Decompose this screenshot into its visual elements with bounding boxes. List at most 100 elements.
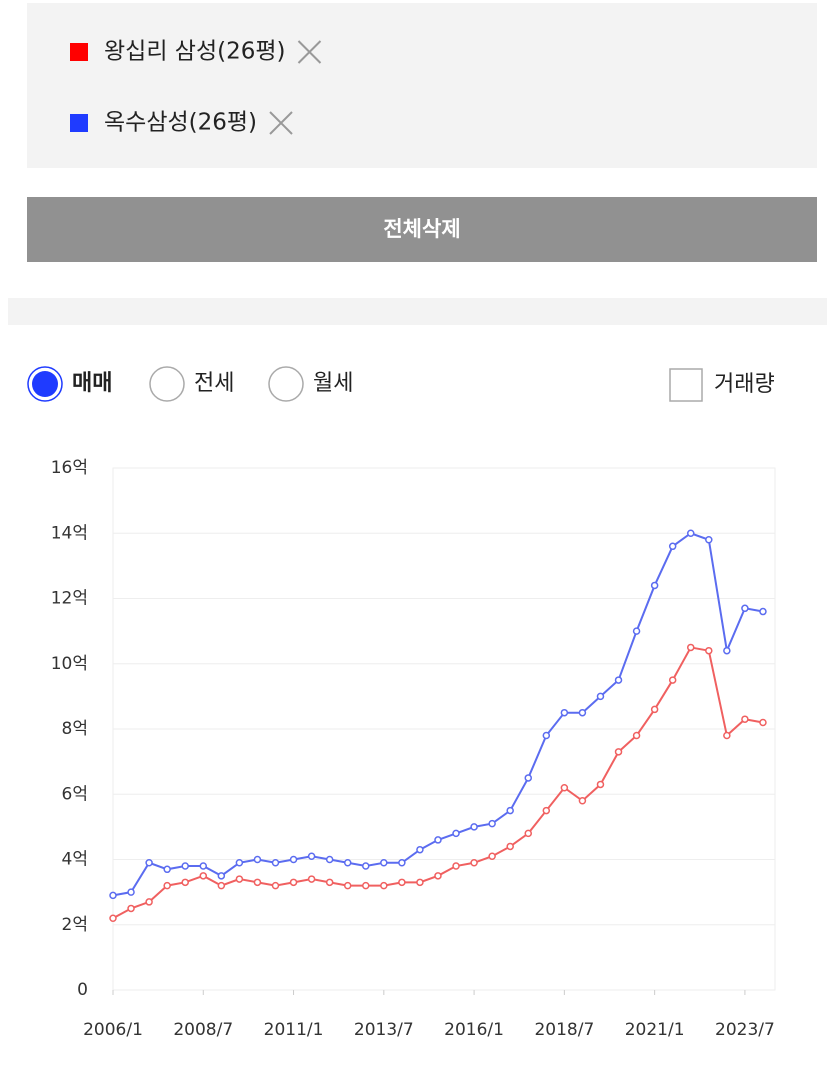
y-tick-label: 14억 xyxy=(51,523,88,543)
point-marker xyxy=(452,829,460,838)
point-marker xyxy=(271,859,280,867)
point-marker xyxy=(741,604,749,613)
y-tick-label: 2억 xyxy=(62,915,88,935)
y-tick-label: 16억 xyxy=(51,458,88,478)
y-tick-label: 4억 xyxy=(62,850,88,870)
delete-all-button[interactable] xyxy=(27,197,817,262)
point-marker xyxy=(199,872,208,880)
trade-type-options: 매매 전세 월세 xyxy=(27,366,353,402)
point-marker xyxy=(668,676,677,684)
point-marker xyxy=(325,855,334,864)
point-marker xyxy=(578,797,587,805)
point-marker xyxy=(181,878,189,887)
point-marker xyxy=(163,881,171,890)
point-marker xyxy=(271,881,280,890)
point-marker xyxy=(705,646,713,655)
point-marker xyxy=(506,806,514,815)
radio-label: 매매 xyxy=(72,371,112,396)
point-marker xyxy=(398,878,406,887)
point-marker xyxy=(380,881,388,890)
x-tick-label: 2023/7 xyxy=(715,1020,775,1040)
legend-swatch xyxy=(70,43,88,61)
point-marker xyxy=(542,806,551,815)
point-marker xyxy=(127,904,135,913)
point-marker xyxy=(488,819,496,828)
point-marker xyxy=(723,646,731,655)
radio[interactable] xyxy=(149,366,185,402)
volume-label: 거래량 xyxy=(714,372,775,397)
point-marker xyxy=(199,862,208,870)
point-marker xyxy=(362,862,370,870)
point-marker xyxy=(542,731,551,740)
point-marker xyxy=(434,836,442,844)
point-marker xyxy=(524,829,533,838)
point-marker xyxy=(145,898,153,906)
delete-all-label: 전체삭제 xyxy=(383,217,460,241)
point-marker xyxy=(109,914,117,922)
point-marker xyxy=(596,692,605,701)
point-marker xyxy=(650,705,659,714)
point-marker xyxy=(217,872,226,880)
point-marker xyxy=(362,881,370,890)
point-marker xyxy=(434,872,442,880)
x-tick-label: 2016/1 xyxy=(444,1020,504,1040)
legend-label: 옥수삼성(26평) xyxy=(104,110,257,136)
point-marker xyxy=(163,865,171,874)
point-marker xyxy=(650,581,659,590)
point-marker xyxy=(560,783,569,792)
point-marker xyxy=(723,731,731,740)
legend-list: 왕십리 삼성(26평) 옥수삼성(26평) xyxy=(70,39,322,136)
point-marker xyxy=(307,852,316,860)
point-marker xyxy=(470,823,478,831)
x-tick-label: 2021/1 xyxy=(625,1020,685,1040)
point-marker xyxy=(686,529,695,537)
point-marker xyxy=(343,859,352,867)
y-tick-label: 12억 xyxy=(51,589,88,609)
y-tick-label: 0 xyxy=(77,980,88,1000)
point-marker xyxy=(253,878,262,887)
legend-label: 왕십리 삼성(26평) xyxy=(104,39,285,65)
point-marker xyxy=(325,878,334,887)
point-marker xyxy=(488,852,496,860)
point-marker xyxy=(632,627,641,635)
point-marker xyxy=(759,718,767,727)
point-marker xyxy=(217,881,226,890)
x-tick-label: 2008/7 xyxy=(173,1020,233,1040)
point-marker xyxy=(560,708,569,717)
point-marker xyxy=(127,888,135,896)
point-marker xyxy=(705,536,713,544)
x-tick-label: 2013/7 xyxy=(354,1020,414,1040)
x-tick-label: 2018/7 xyxy=(534,1020,594,1040)
point-marker xyxy=(596,780,605,789)
point-marker xyxy=(416,878,424,887)
radio[interactable] xyxy=(268,366,304,402)
point-marker xyxy=(686,643,695,652)
point-marker xyxy=(181,862,189,870)
chart: 0 2억 4억 6억 8억 10억 12억 14억 16억 2006/1 2008/7 2011/1 2… xyxy=(51,458,776,1040)
point-marker xyxy=(524,774,533,782)
separator xyxy=(8,298,827,325)
point-marker xyxy=(307,875,316,883)
point-marker xyxy=(614,748,623,756)
point-marker xyxy=(253,855,262,864)
point-marker xyxy=(668,542,677,551)
remove-icon[interactable] xyxy=(297,40,322,64)
point-marker xyxy=(470,859,478,867)
radio-label: 월세 xyxy=(313,371,353,396)
point-marker xyxy=(145,859,153,867)
point-marker xyxy=(759,607,767,616)
point-marker xyxy=(343,881,352,890)
y-tick-label: 6억 xyxy=(62,784,88,804)
radio-label: 전세 xyxy=(194,371,234,396)
remove-icon[interactable] xyxy=(269,111,293,135)
point-marker xyxy=(506,842,514,851)
radio-dot xyxy=(32,371,58,397)
point-marker xyxy=(289,855,298,864)
x-tick-label: 2006/1 xyxy=(83,1020,143,1040)
point-marker xyxy=(289,878,298,887)
x-tick-label: 2011/1 xyxy=(264,1020,324,1040)
y-tick-label: 8억 xyxy=(62,719,88,739)
volume-checkbox[interactable] xyxy=(669,368,703,402)
